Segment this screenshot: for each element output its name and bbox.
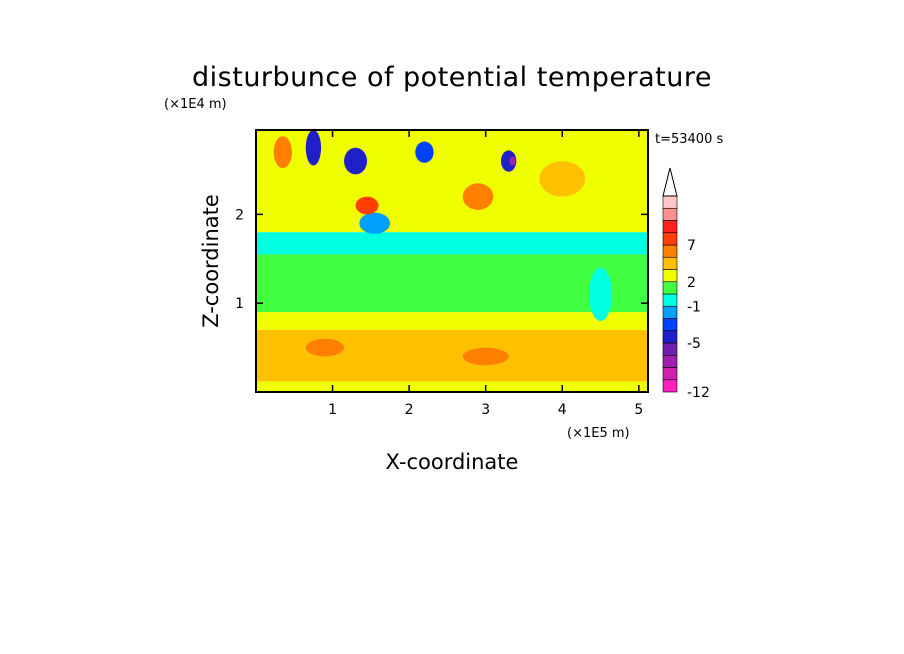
colorbar-cell-7 — [662, 293, 678, 307]
field-feature-1 — [305, 130, 322, 166]
field-feature-11 — [462, 347, 509, 366]
x-tick-label-2: 3 — [481, 402, 490, 418]
colorbar-cell-12 — [662, 232, 678, 246]
field-feature-12 — [589, 267, 613, 321]
colorbar-label-12: 7 — [687, 238, 696, 254]
colorbar-label-7: -1 — [687, 299, 701, 315]
colorbar-cell-15 — [662, 195, 678, 209]
y-tick-label-0: 1 — [235, 296, 244, 312]
y-unit-label: (×1E4 m) — [164, 97, 227, 112]
chart-title: disturbunce of potential temperature — [192, 62, 712, 93]
x-tick-label-3: 4 — [558, 402, 567, 418]
field-feature-10 — [305, 338, 345, 357]
field-band-2 — [256, 312, 648, 330]
field-feature-4 — [415, 141, 434, 163]
field-band-3 — [256, 254, 648, 313]
colorbar-cell-0 — [662, 379, 678, 393]
x-axis: 1 2 3 4 5 — [328, 130, 643, 418]
colorbar-cell-2 — [662, 354, 678, 368]
field-feature-2 — [344, 147, 368, 175]
colorbar-cell-9 — [662, 269, 678, 283]
colorbar-top-arrow — [662, 167, 678, 197]
y-axis-label: Z-coordinate — [199, 194, 223, 328]
x-tick-label-1: 2 — [405, 402, 414, 418]
field-feature-7 — [462, 183, 494, 210]
colorbar-cell-1 — [662, 367, 678, 381]
colorbar: -12-5-127 — [662, 167, 710, 401]
colorbar-cell-6 — [662, 305, 678, 319]
field-feature-3 — [359, 212, 390, 234]
y-tick-label-1: 2 — [235, 207, 244, 223]
field-band-1 — [256, 329, 648, 382]
colorbar-cell-4 — [662, 330, 678, 344]
colorbar-cell-3 — [662, 342, 678, 356]
colorbar-label-0: -12 — [687, 385, 710, 401]
field-feature-5 — [501, 150, 517, 172]
colorbar-cell-10 — [662, 256, 678, 270]
field-feature-9 — [539, 161, 586, 197]
field-feature-6 — [509, 156, 516, 166]
time-label: t=53400 s — [655, 132, 723, 147]
y-axis: 12 — [235, 207, 648, 312]
colorbar-cell-14 — [662, 207, 678, 221]
colorbar-cell-13 — [662, 220, 678, 234]
field-band-0 — [256, 381, 648, 392]
field-plot — [256, 130, 648, 392]
x-unit-label: (×1E5 m) — [567, 426, 630, 441]
colorbar-cell-5 — [662, 318, 678, 332]
x-axis-label: X-coordinate — [386, 450, 519, 474]
x-tick-label-4: 5 — [634, 402, 643, 418]
field-feature-0 — [273, 136, 292, 169]
plot-frame — [255, 129, 649, 393]
field-feature-8 — [355, 196, 379, 215]
colorbar-label-4: -5 — [687, 336, 701, 352]
colorbar-cell-11 — [662, 244, 678, 258]
field-band-4 — [256, 232, 648, 255]
x-tick-label-0: 1 — [328, 402, 337, 418]
colorbar-label-9: 2 — [687, 275, 696, 291]
colorbar-cell-8 — [662, 281, 678, 295]
